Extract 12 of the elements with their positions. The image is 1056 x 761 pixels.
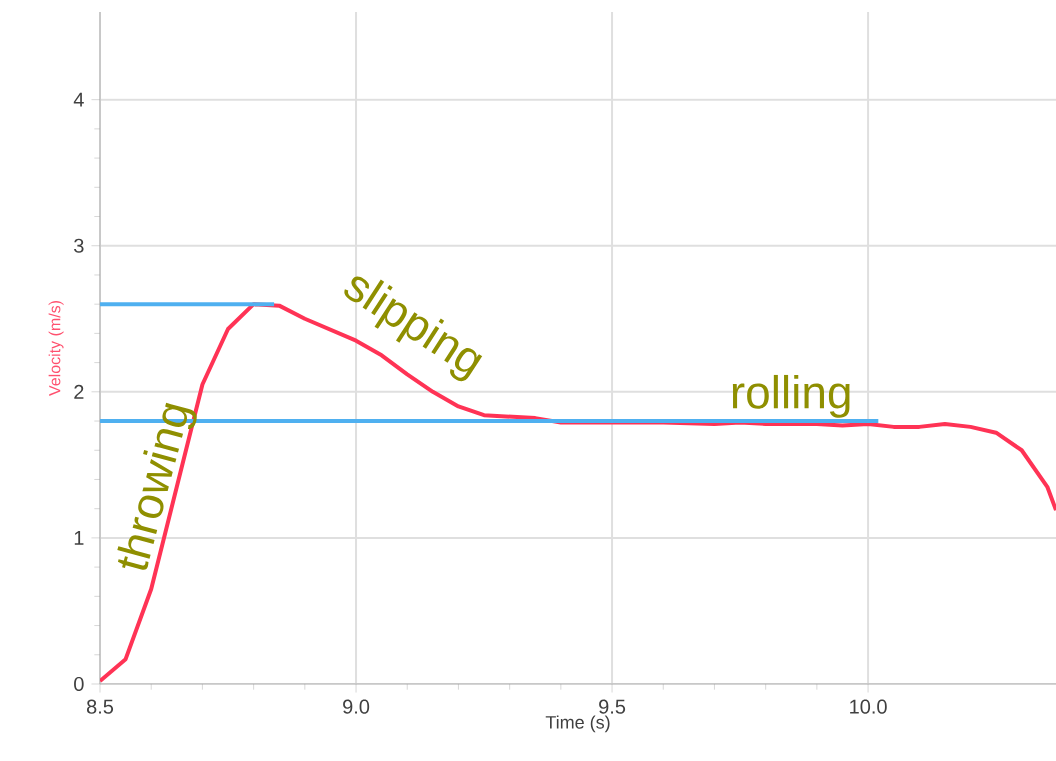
x-tick-label: 9.5 — [599, 699, 626, 714]
y-tick-label: 3 — [74, 238, 84, 253]
y-tick-label: 4 — [73, 92, 84, 107]
y-tick-label: 2 — [74, 384, 84, 399]
x-axis-title: Time (s) — [545, 715, 610, 733]
x-tick-label: 10.0 — [850, 699, 887, 714]
y-tick-label: 1 — [74, 531, 84, 545]
y-axis-title: Velocity (m/s) — [48, 301, 64, 396]
x-tick-label: 9.0 — [343, 699, 370, 714]
annotation: rolling — [732, 374, 850, 418]
y-tick-label: 0 — [74, 676, 84, 692]
x-tick-label: 8.5 — [86, 699, 114, 714]
